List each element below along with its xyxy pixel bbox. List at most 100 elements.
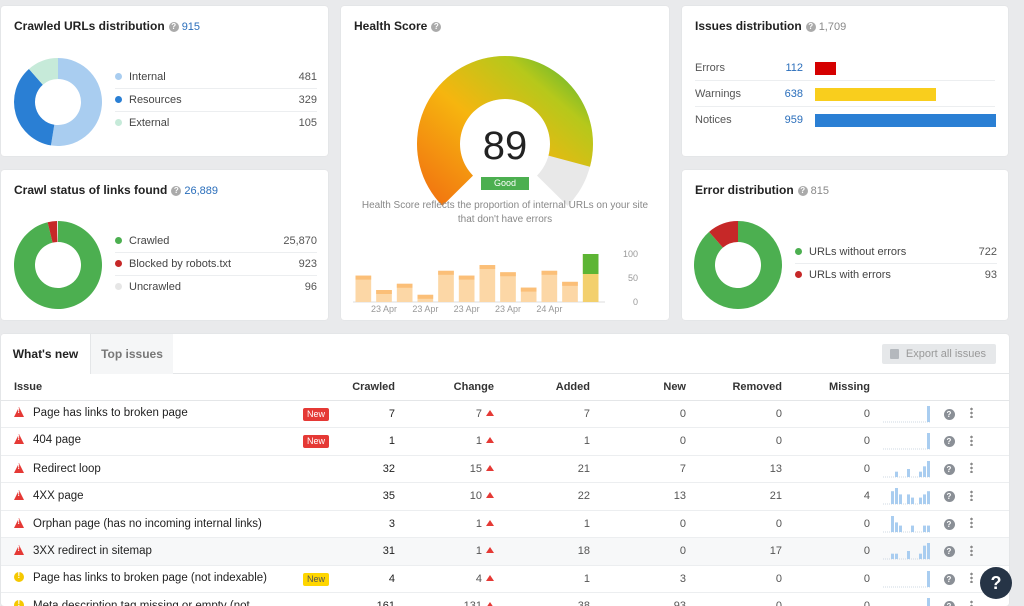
error-dist-slice[interactable] (709, 221, 738, 248)
crawled-urls-count[interactable]: 915 (181, 21, 201, 33)
trend-sparkline[interactable] (883, 432, 931, 450)
legend-value[interactable]: 722 (978, 246, 997, 258)
crawled-legend-row[interactable]: Resources 329 (115, 89, 317, 112)
crawled-cell[interactable]: 7 (337, 400, 403, 428)
issue-name-cell[interactable]: Page has links to broken page New (1, 400, 337, 428)
more-options-icon[interactable] (970, 434, 973, 446)
issue-name-cell[interactable]: Redirect loop (1, 455, 337, 483)
issue-name[interactable]: Page has links to broken page (33, 406, 188, 419)
removed-cell[interactable]: 0 (694, 427, 790, 456)
help-icon[interactable]: ? (168, 22, 179, 32)
crawled-slice[interactable] (28, 58, 58, 85)
issues-dist-count[interactable]: 959 (784, 114, 803, 126)
crawl-status-legend-row[interactable]: Uncrawled 96 (115, 276, 317, 299)
missing-cell[interactable]: 0 (790, 510, 878, 538)
issue-name[interactable]: 4XX page (33, 490, 84, 503)
health-history-bar[interactable] (520, 287, 537, 302)
new-cell[interactable]: 3 (598, 565, 694, 593)
table-row[interactable]: Page has links to broken page (not index… (1, 565, 1009, 593)
crawled-cell[interactable]: 4 (337, 565, 403, 593)
issue-name-cell[interactable]: 4XX page (1, 482, 337, 511)
crawled-cell[interactable]: 32 (337, 455, 403, 483)
table-row[interactable]: Orphan page (has no incoming internal li… (1, 510, 1009, 538)
legend-value[interactable]: 329 (298, 94, 317, 106)
help-icon[interactable]: ? (943, 436, 955, 448)
legend-value[interactable]: 96 (304, 281, 317, 293)
help-icon[interactable]: ? (943, 518, 955, 530)
issue-name[interactable]: 3XX redirect in sitemap (33, 545, 152, 558)
trend-sparkline[interactable] (883, 405, 931, 423)
issue-name[interactable]: 404 page (33, 434, 81, 447)
crawl-status-slice[interactable] (57, 221, 58, 243)
help-icon[interactable]: ? (805, 22, 816, 32)
issue-name-cell[interactable]: Orphan page (has no incoming internal li… (1, 510, 337, 538)
added-cell[interactable]: 1 (502, 565, 598, 593)
legend-value[interactable]: 93 (984, 269, 997, 281)
crawl-status-slice[interactable] (47, 221, 58, 243)
more-options-icon[interactable] (970, 517, 973, 529)
trend-sparkline[interactable] (883, 570, 931, 588)
health-history-bar[interactable] (541, 270, 558, 302)
missing-cell[interactable]: 4 (790, 482, 878, 511)
issue-name[interactable]: Page has links to broken page (not index… (33, 571, 267, 584)
error-dist-legend-row[interactable]: URLs without errors 722 (795, 241, 997, 264)
health-history-bar[interactable] (417, 294, 434, 302)
more-options-icon[interactable] (970, 407, 973, 419)
crawled-slice[interactable] (14, 68, 55, 146)
crawl-status-slice[interactable] (14, 221, 102, 309)
crawl-status-legend-row[interactable]: Crawled 25,870 (115, 230, 317, 253)
help-icon[interactable]: ? (797, 186, 808, 196)
col-change[interactable]: Change (403, 374, 502, 401)
health-history-bar[interactable] (355, 275, 372, 302)
issue-name[interactable]: Redirect loop (33, 462, 101, 475)
help-icon[interactable]: ? (943, 601, 955, 606)
issues-dist-row[interactable]: Warnings 638 (695, 81, 995, 107)
health-history-bar[interactable] (500, 272, 516, 302)
help-icon[interactable]: ? (943, 408, 955, 420)
help-button[interactable]: ? (980, 567, 1012, 599)
trend-sparkline[interactable] (883, 460, 931, 478)
health-history-bar[interactable] (438, 270, 454, 302)
issue-name-cell[interactable]: 3XX redirect in sitemap (1, 537, 337, 566)
added-cell[interactable]: 22 (502, 482, 598, 511)
crawled-cell[interactable]: 3 (337, 510, 403, 538)
more-options-icon[interactable] (970, 544, 973, 556)
missing-cell[interactable]: 0 (790, 537, 878, 566)
crawled-cell[interactable]: 1 (337, 427, 403, 456)
change-cell[interactable]: 15 (403, 455, 502, 483)
removed-cell[interactable]: 21 (694, 482, 790, 511)
help-icon[interactable]: ? (943, 573, 955, 585)
health-history-bar[interactable] (458, 275, 475, 302)
crawled-slice[interactable] (50, 58, 102, 146)
issues-dist-bar[interactable] (815, 114, 996, 127)
new-cell[interactable]: 7 (598, 455, 694, 483)
new-cell[interactable]: 0 (598, 510, 694, 538)
legend-value[interactable]: 25,870 (283, 235, 317, 247)
crawl-status-legend-row[interactable]: Blocked by robots.txt 923 (115, 253, 317, 276)
error-dist-legend-row[interactable]: URLs with errors 93 (795, 264, 997, 287)
export-all-issues-button[interactable]: Export all issues (881, 344, 996, 364)
legend-value[interactable]: 105 (298, 117, 317, 129)
crawled-legend-row[interactable]: Internal 481 (115, 66, 317, 89)
more-options-icon[interactable] (970, 599, 973, 606)
health-history-bar[interactable] (396, 283, 413, 302)
added-cell[interactable]: 1 (502, 427, 598, 456)
help-icon[interactable]: ? (431, 22, 442, 32)
legend-value[interactable]: 481 (298, 71, 317, 83)
col-crawled[interactable]: Crawled (337, 374, 403, 401)
change-cell[interactable]: 7 (403, 400, 502, 428)
change-cell[interactable]: 131 (403, 592, 502, 606)
new-cell[interactable]: 93 (598, 592, 694, 606)
tab-whats-new[interactable]: What's new (1, 334, 91, 374)
health-history-chart[interactable]: 100 50 0 23 Apr 23 Apr 23 Apr 23 Apr 24 Apr (341, 240, 669, 320)
col-removed[interactable]: Removed (694, 374, 790, 401)
issue-name-cell[interactable]: Page has links to broken page (not index… (1, 565, 337, 593)
added-cell[interactable]: 7 (502, 400, 598, 428)
trend-sparkline[interactable] (883, 542, 931, 560)
issues-dist-bar[interactable] (815, 88, 936, 101)
more-options-icon[interactable] (970, 572, 973, 584)
trend-sparkline[interactable] (883, 597, 931, 606)
